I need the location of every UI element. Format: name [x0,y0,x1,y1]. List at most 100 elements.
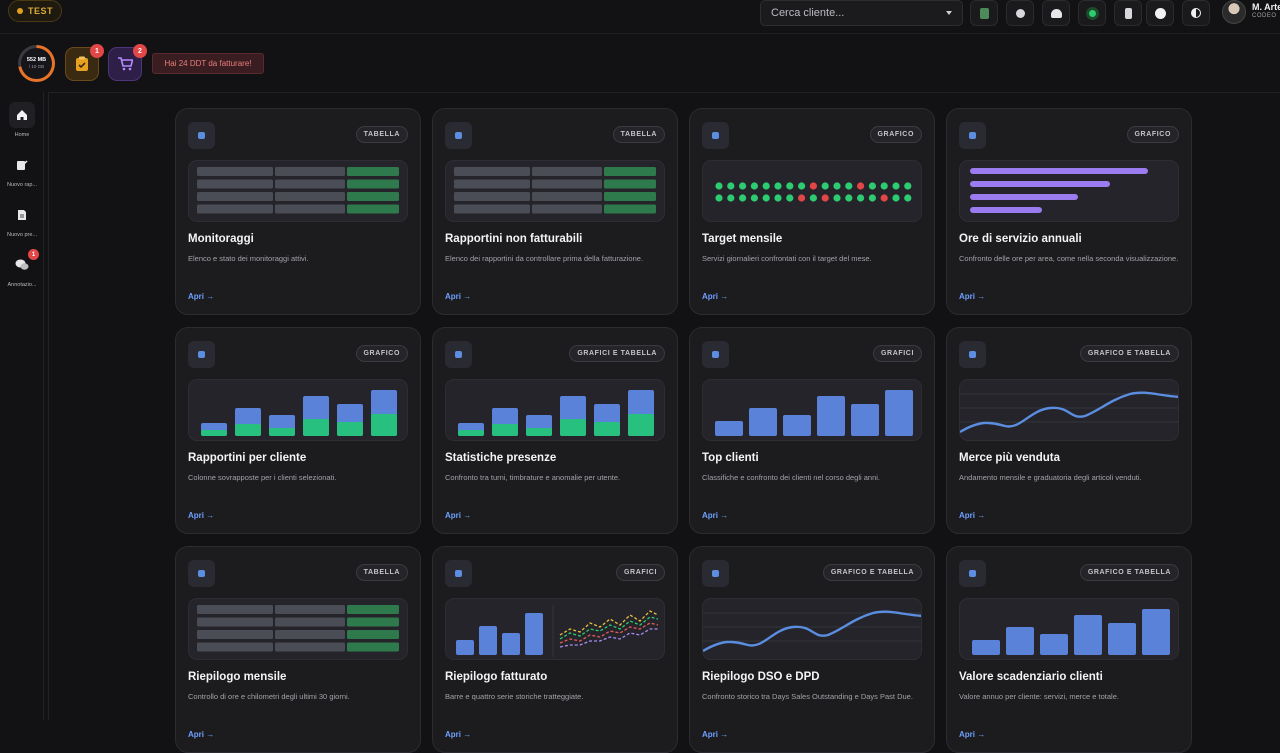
card-open-link[interactable]: Apri → [445,730,471,739]
card-open-link[interactable]: Apri → [188,292,214,301]
top-bar: TEST Cerca cliente... M. Arte CODEO [0,0,1280,34]
card-preview-graphic [201,390,397,436]
sidebar-item-home[interactable]: Home [4,102,40,148]
card-preview [445,160,665,222]
card-open-label: Apri [959,292,975,301]
client-search-select[interactable]: Cerca cliente... [760,0,963,26]
user-menu[interactable]: M. Arte CODEO [1220,0,1280,24]
card-title: Rapportini per cliente [188,452,307,464]
storage-total-value: / 10 GB [28,63,45,69]
dashboard-card[interactable]: TABELLA Rapportini non fatturabili Elenco … [432,108,678,315]
card-description: Servizi giornalieri confrontati con il t… [702,254,872,263]
storage-used-value: 552 MB [26,57,47,63]
card-chart-icon [188,560,215,587]
card-description: Elenco dei rapportini da controllare pri… [445,254,644,263]
card-type-tag: TABELLA [355,126,408,143]
sheet-icon[interactable] [970,0,998,26]
card-title: Monitoraggi [188,233,254,245]
card-open-link[interactable]: Apri → [188,730,214,739]
dashboard-card[interactable]: GRAFICI E TABELLA Statistiche presenze Con… [432,327,678,534]
card-open-link[interactable]: Apri → [702,730,728,739]
card-open-link[interactable]: Apri → [188,511,214,520]
card-title: Merce più venduta [959,452,1060,464]
client-search-placeholder: Cerca cliente... [771,7,845,19]
card-open-link[interactable]: Apri → [702,511,728,520]
card-preview-graphic [715,182,912,202]
storage-usage-gauge[interactable]: 552 MB / 10 GB [18,45,55,82]
card-description: Confronto delle ore per area, come nella… [959,254,1179,263]
card-description: Confronto storico tra Days Sales Outstan… [702,692,913,701]
sidebar-item-new-report[interactable]: Nuovo rap... [4,152,40,198]
card-preview-graphic [703,610,921,653]
card-preview [445,379,665,441]
card-chart-icon [702,122,729,149]
cart-button[interactable]: 2 [108,44,147,81]
card-open-label: Apri [188,511,204,520]
dashboard-card[interactable]: GRAFICO E TABELLA Riepilogo DSO e DPD Conf… [689,546,935,753]
sidebar: Home Nuovo rap... Nuovo pre... 1 Annotaz… [0,92,44,720]
card-description: Elenco e stato dei monitoraggi attivi. [188,254,309,263]
card-description: Colonne sovrapposte per i clienti selezi… [188,473,337,482]
card-preview-graphic [197,167,399,214]
card-open-link[interactable]: Apri → [702,292,728,301]
dashboard-card[interactable]: GRAFICI Top clienti Classifiche e confront… [689,327,935,534]
card-preview [188,598,408,660]
dashboard-card[interactable]: GRAFICO Target mensile Servizi giornalieri… [689,108,935,315]
card-open-label: Apri [445,730,461,739]
ddt-alert[interactable]: Hai 24 DDT da fatturare! [152,53,264,74]
card-title: Riepilogo fatturato [445,671,548,683]
dashboard-card[interactable]: TABELLA Monitoraggi Elenco e stato dei mon… [175,108,421,315]
environment-badge: TEST [8,0,62,22]
card-type-tag: GRAFICO [869,126,922,143]
status-online-icon[interactable] [1078,0,1106,26]
card-open-label: Apri [959,730,975,739]
arrow-right-icon: → [977,730,986,739]
card-open-link[interactable]: Apri → [959,292,985,301]
theme-toggle-icon[interactable] [1182,0,1210,26]
helmet-icon[interactable] [1042,0,1070,26]
sidebar-item-new-quote[interactable]: Nuovo pre... [4,202,40,248]
sidebar-item-annotations[interactable]: 1 Annotazio... [4,249,40,298]
card-open-link[interactable]: Apri → [445,511,471,520]
dashboard-card[interactable]: GRAFICO E TABELLA Merce più venduta Andame… [946,327,1192,534]
dashboard-card[interactable]: GRAFICO Ore di servizio annuali Confronto … [946,108,1192,315]
card-open-link[interactable]: Apri → [959,511,985,520]
mobile-icon[interactable] [1114,0,1142,26]
card-preview-graphic [970,168,1148,213]
document-icon [18,210,26,220]
card-chart-icon [188,341,215,368]
arrow-right-icon: → [206,292,215,301]
card-open-link[interactable]: Apri → [959,730,985,739]
tasks-button[interactable]: 1 [65,44,104,81]
chevron-down-icon [946,11,952,15]
card-type-tag: TABELLA [355,564,408,581]
sidebar-item-label: Nuovo rap... [7,182,37,188]
card-chart-icon [445,560,472,587]
card-preview [702,160,922,222]
user-name: M. Arte [1252,2,1280,12]
toggle-icon[interactable] [1006,0,1034,26]
arrow-right-icon: → [720,511,729,520]
arrow-right-icon: → [977,292,986,301]
card-open-label: Apri [445,292,461,301]
dashboard-card[interactable]: GRAFICI Riepilogo fatturato Barre e quattr… [432,546,678,753]
card-preview-graphic [456,605,659,657]
card-open-label: Apri [959,511,975,520]
environment-label: TEST [27,6,53,16]
card-preview-graphic [458,390,654,436]
card-type-tag: GRAFICO E TABELLA [822,564,922,581]
dashboard-card[interactable]: GRAFICO E TABELLA Valore scadenziario cli… [946,546,1192,753]
card-chart-icon [188,122,215,149]
edit-report-icon [17,160,28,170]
card-open-link[interactable]: Apri → [445,292,471,301]
dashboard-card[interactable]: TABELLA Riepilogo mensile Controllo di ore… [175,546,421,753]
sidebar-item-label: Nuovo pre... [7,232,37,238]
arrow-right-icon: → [206,511,215,520]
help-icon[interactable] [1146,0,1174,26]
card-title: Ore di servizio annuali [959,233,1082,245]
card-title: Rapportini non fatturabili [445,233,583,245]
card-open-label: Apri [702,730,718,739]
card-chart-icon [959,122,986,149]
dashboard-card[interactable]: GRAFICO Rapportini per cliente Colonne sov… [175,327,421,534]
arrow-right-icon: → [206,730,215,739]
